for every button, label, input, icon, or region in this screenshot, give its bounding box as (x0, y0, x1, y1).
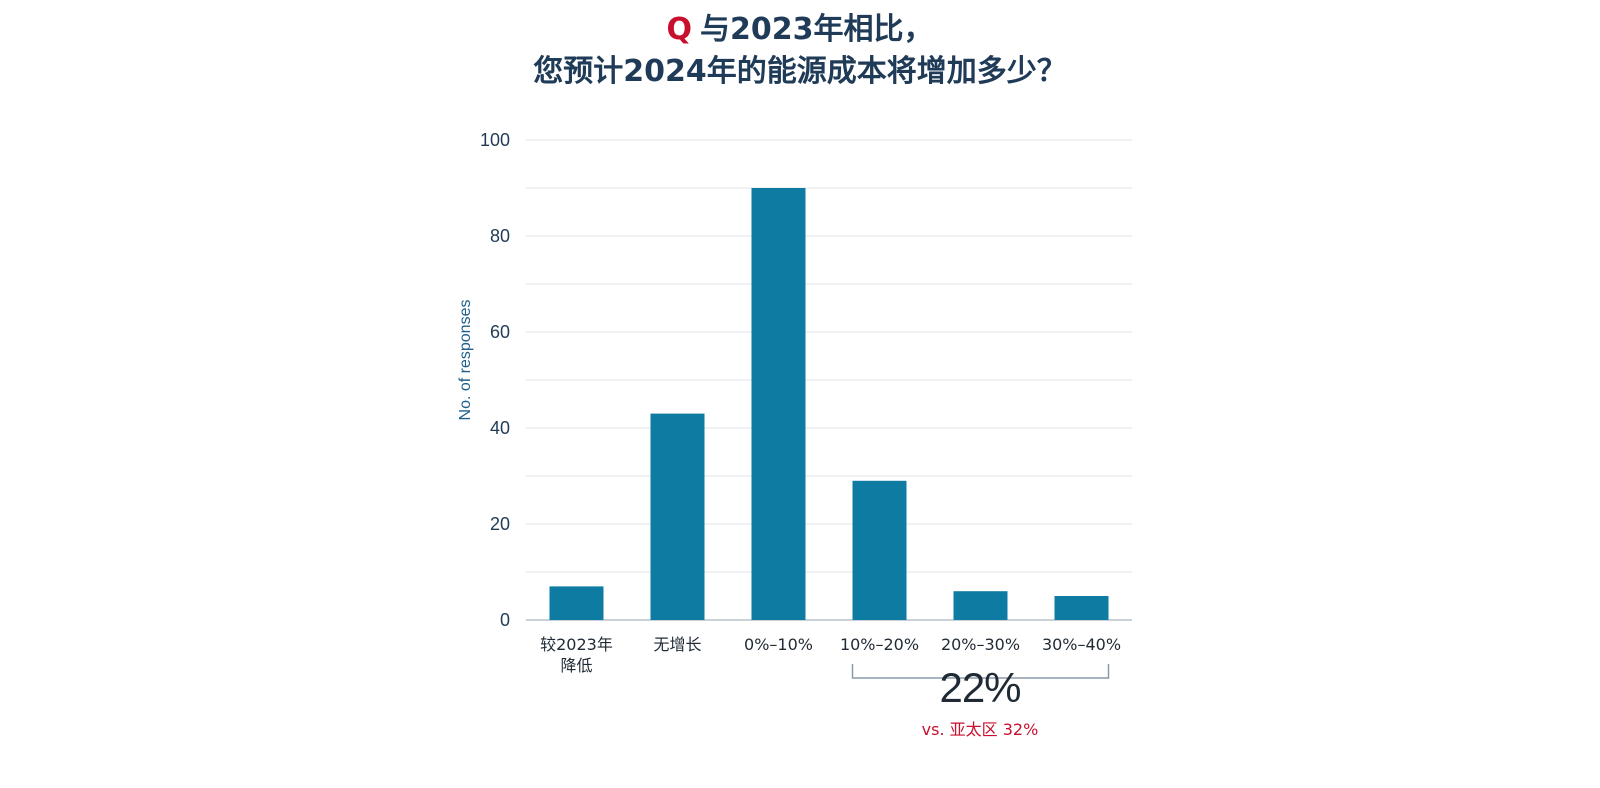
title-text-line1: 与2023年相比， (700, 12, 934, 47)
x-category-label: 无增长 (653, 635, 701, 654)
y-tick-label: 100 (480, 130, 510, 150)
callout-percentage: 22% (939, 664, 1021, 711)
x-category-label: 30%–40% (1042, 635, 1121, 654)
chart-title-line1: Q 与2023年相比， (0, 10, 1600, 50)
y-tick-label: 80 (490, 226, 510, 246)
y-tick-label: 20 (490, 514, 510, 534)
x-category-label: 较2023年 (540, 635, 613, 654)
chart-title-line2: 您预计2024年的能源成本将增加多少？ (533, 54, 1067, 89)
bar (953, 591, 1008, 620)
x-category-label: 降低 (560, 656, 592, 675)
callout-comparison: vs. 亚太区 32% (921, 720, 1039, 739)
bar (549, 586, 604, 620)
x-category-label: 10%–20% (840, 635, 919, 654)
bar (751, 188, 806, 620)
question-marker: Q (666, 12, 692, 47)
y-axis-label: No. of responses (457, 300, 474, 421)
y-tick-label: 60 (490, 322, 510, 342)
x-category-label: 20%–30% (941, 635, 1020, 654)
y-tick-label: 40 (490, 418, 510, 438)
x-category-label: 0%–10% (744, 635, 813, 654)
y-tick-label: 0 (500, 610, 510, 630)
bar (852, 480, 907, 620)
bar (650, 413, 705, 620)
annotation-bracket (851, 664, 1110, 679)
bar (1054, 596, 1109, 620)
